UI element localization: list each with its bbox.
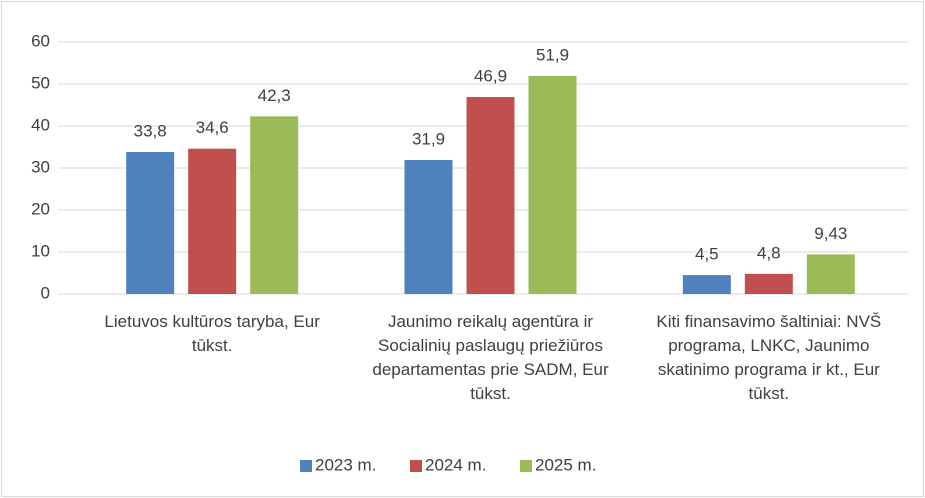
bar: [466, 97, 515, 295]
y-tick-label: 0: [41, 283, 50, 302]
data-label: 4,5: [695, 245, 719, 264]
data-label: 33,8: [134, 122, 167, 141]
x-tick-label: Kiti finansavimo šaltiniai: NVŠ programa…: [656, 312, 882, 403]
legend-swatch: [410, 460, 422, 472]
bar: [528, 76, 577, 295]
y-tick-label: 10: [31, 241, 50, 260]
data-label: 34,6: [196, 118, 229, 137]
data-label: 46,9: [474, 67, 507, 86]
bar: [682, 275, 731, 294]
y-tick-label: 20: [31, 199, 50, 218]
legend-swatch: [300, 460, 312, 472]
x-tick-label: Lietuvos kultūros taryba, Eur tūkst.: [104, 312, 320, 355]
y-tick-label: 50: [31, 73, 50, 92]
y-tick-label: 40: [31, 115, 50, 134]
bar: [806, 254, 855, 294]
y-tick-label: 30: [31, 157, 50, 176]
legend-swatch: [520, 460, 532, 472]
bar: [744, 273, 793, 294]
legend-label: 2024 m.: [425, 455, 486, 474]
bar: [250, 116, 299, 294]
legend-label: 2025 m.: [535, 455, 596, 474]
data-label: 42,3: [258, 86, 291, 105]
x-tick-label: Jaunimo reikalų agentūra ir Socialinių p…: [372, 312, 609, 403]
bar: [404, 160, 453, 294]
bar: [188, 148, 237, 294]
bar: [126, 152, 175, 294]
data-label: 31,9: [412, 130, 445, 149]
data-label: 51,9: [536, 46, 569, 65]
data-label: 4,8: [757, 243, 781, 262]
data-label: 9,43: [814, 224, 847, 243]
y-tick-label: 60: [31, 31, 50, 50]
legend-label: 2023 m.: [315, 455, 376, 474]
